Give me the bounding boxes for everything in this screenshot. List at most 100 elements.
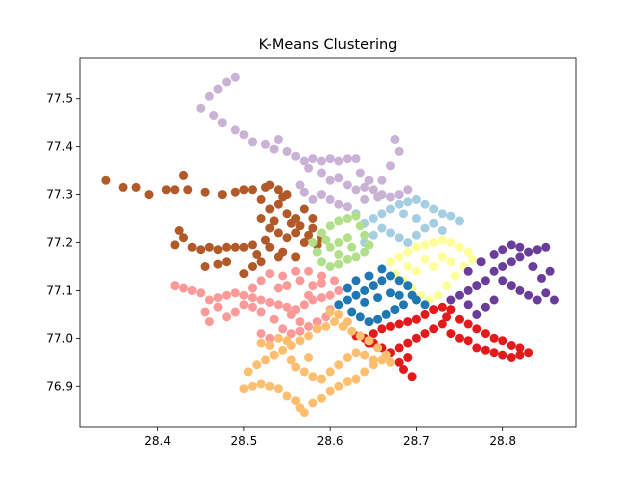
data-point xyxy=(446,295,456,305)
data-point xyxy=(269,350,279,360)
data-point xyxy=(269,216,279,226)
data-point xyxy=(446,329,456,339)
data-point xyxy=(506,353,516,362)
data-point xyxy=(248,262,257,271)
data-point xyxy=(204,91,214,101)
data-point xyxy=(196,103,206,113)
data-point xyxy=(248,240,257,250)
data-point xyxy=(222,242,232,252)
data-point xyxy=(360,182,370,192)
data-point xyxy=(446,238,456,247)
data-point xyxy=(317,393,326,403)
data-point xyxy=(239,300,249,310)
data-point xyxy=(312,324,322,334)
data-point xyxy=(411,295,421,305)
data-point xyxy=(269,144,279,154)
data-point xyxy=(355,331,365,341)
data-point xyxy=(368,185,378,195)
data-point xyxy=(265,341,275,350)
data-point xyxy=(403,353,413,362)
data-point xyxy=(524,247,534,257)
data-point xyxy=(230,125,240,135)
data-point xyxy=(394,319,404,329)
data-point xyxy=(278,324,288,334)
data-point xyxy=(213,84,223,94)
data-point xyxy=(295,317,305,327)
data-point xyxy=(403,262,413,271)
data-point xyxy=(317,271,326,281)
data-point xyxy=(312,317,322,327)
data-point xyxy=(342,353,352,362)
data-point xyxy=(282,302,292,312)
data-point xyxy=(394,357,404,367)
data-point xyxy=(532,295,542,305)
data-point xyxy=(230,288,240,298)
data-point xyxy=(403,185,413,195)
data-point xyxy=(204,242,214,252)
data-point xyxy=(347,242,357,252)
data-point xyxy=(213,245,223,255)
data-point xyxy=(273,283,283,293)
cluster-6 xyxy=(446,240,559,319)
data-point xyxy=(248,283,257,293)
data-point xyxy=(222,312,232,322)
data-point xyxy=(355,312,365,322)
data-point xyxy=(437,252,447,262)
data-point xyxy=(222,77,232,87)
data-point xyxy=(144,190,154,200)
data-point xyxy=(498,350,508,360)
data-point xyxy=(411,194,421,204)
data-point xyxy=(217,190,227,200)
data-point xyxy=(442,312,452,322)
data-point xyxy=(399,365,408,374)
data-point xyxy=(373,343,383,353)
data-point xyxy=(252,360,262,370)
data-point xyxy=(489,250,499,259)
data-point xyxy=(347,307,357,317)
data-point xyxy=(304,353,314,362)
data-point xyxy=(342,202,352,212)
data-point xyxy=(304,266,314,276)
data-point xyxy=(420,254,430,264)
data-point xyxy=(256,276,266,286)
data-point xyxy=(399,209,408,219)
data-point xyxy=(295,221,305,231)
data-point xyxy=(299,187,309,197)
data-point xyxy=(549,295,559,305)
data-point xyxy=(381,309,391,319)
data-point xyxy=(463,336,473,346)
y-tick-label: 77.5 xyxy=(46,92,73,106)
data-point xyxy=(455,333,464,343)
data-point xyxy=(256,257,266,267)
data-point xyxy=(386,357,395,367)
data-point xyxy=(468,254,477,264)
data-point xyxy=(282,391,292,401)
data-point xyxy=(411,333,421,343)
data-point xyxy=(386,321,395,331)
data-point xyxy=(239,130,249,140)
y-tick-label: 77.1 xyxy=(46,283,73,297)
data-point xyxy=(286,218,296,228)
data-point xyxy=(265,269,275,279)
data-point xyxy=(455,242,464,252)
data-point xyxy=(429,204,439,214)
data-point xyxy=(506,257,516,267)
data-point xyxy=(273,135,283,144)
data-point xyxy=(230,242,240,252)
data-point xyxy=(437,319,447,329)
data-point xyxy=(248,381,257,391)
data-point xyxy=(472,309,482,319)
data-point xyxy=(261,235,270,245)
data-point xyxy=(304,230,314,240)
data-point xyxy=(325,194,335,204)
data-point xyxy=(308,194,318,204)
data-point xyxy=(317,257,326,267)
data-point xyxy=(506,281,516,291)
data-point xyxy=(291,151,301,161)
data-point xyxy=(330,317,339,327)
data-point xyxy=(243,367,253,377)
data-point xyxy=(360,247,370,257)
data-point xyxy=(265,180,275,190)
data-point xyxy=(342,317,352,327)
